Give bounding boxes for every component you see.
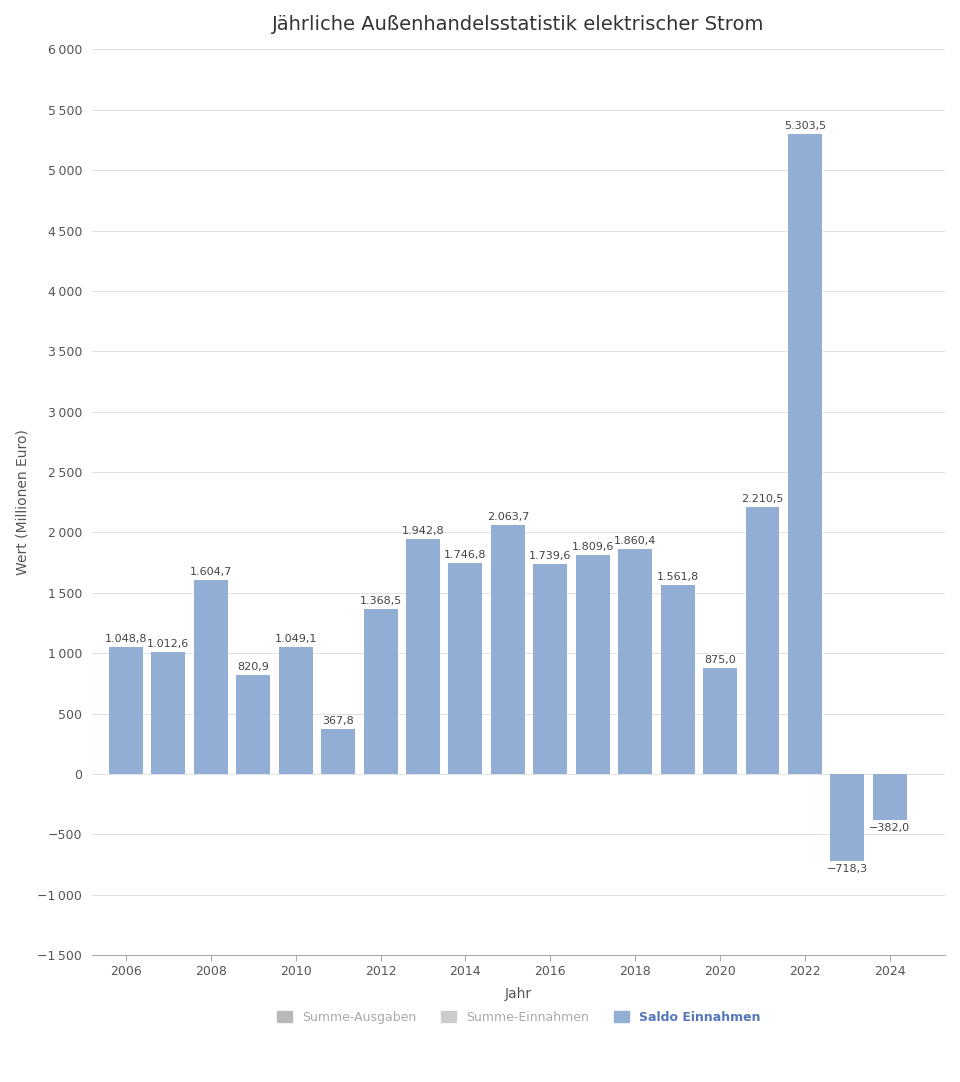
Bar (108, 647, 143, 774)
Text: 1.604,7: 1.604,7 (189, 567, 232, 577)
Text: 1.860,4: 1.860,4 (614, 537, 657, 546)
Bar (703, 669, 737, 774)
Text: 1.809,6: 1.809,6 (571, 542, 614, 553)
Bar (534, 564, 567, 774)
Bar (746, 507, 780, 774)
Bar (788, 133, 822, 774)
Bar (152, 651, 185, 774)
Bar (873, 774, 907, 820)
Text: 875,0: 875,0 (705, 656, 736, 665)
Bar (406, 539, 440, 774)
Bar (491, 525, 525, 774)
Bar (194, 580, 228, 774)
Text: 5.303,5: 5.303,5 (784, 120, 826, 131)
Text: 1.049,1: 1.049,1 (275, 634, 317, 644)
Bar (236, 675, 270, 774)
Legend: Summe-Ausgaben, Summe-Einnahmen, Saldo Einnahmen: Summe-Ausgaben, Summe-Einnahmen, Saldo E… (271, 1005, 766, 1030)
Bar (660, 585, 695, 774)
Text: 367,8: 367,8 (323, 716, 354, 726)
Text: 1.746,8: 1.746,8 (444, 550, 487, 560)
Text: 820,9: 820,9 (237, 662, 269, 672)
Bar (278, 647, 313, 774)
Text: 1.012,6: 1.012,6 (147, 638, 189, 648)
Bar (576, 555, 610, 774)
Text: −382,0: −382,0 (869, 823, 910, 833)
Bar (364, 609, 397, 774)
Bar (618, 550, 652, 774)
Bar (830, 774, 864, 860)
Text: 1.048,8: 1.048,8 (105, 634, 147, 644)
Text: −718,3: −718,3 (827, 863, 868, 873)
Title: Jährliche Außenhandelsstatistik elektrischer Strom: Jährliche Außenhandelsstatistik elektris… (273, 15, 765, 34)
Bar (448, 563, 482, 774)
Text: 1.561,8: 1.561,8 (657, 572, 699, 582)
X-axis label: Jahr: Jahr (505, 987, 532, 1001)
Text: 1.368,5: 1.368,5 (359, 595, 401, 606)
Text: 2.063,7: 2.063,7 (487, 512, 529, 522)
Text: 1.739,6: 1.739,6 (529, 551, 571, 560)
Bar (321, 729, 355, 774)
Y-axis label: Wert (Millionen Euro): Wert (Millionen Euro) (15, 430, 29, 576)
Text: 2.210,5: 2.210,5 (741, 494, 783, 504)
Text: 1.942,8: 1.942,8 (401, 526, 444, 537)
